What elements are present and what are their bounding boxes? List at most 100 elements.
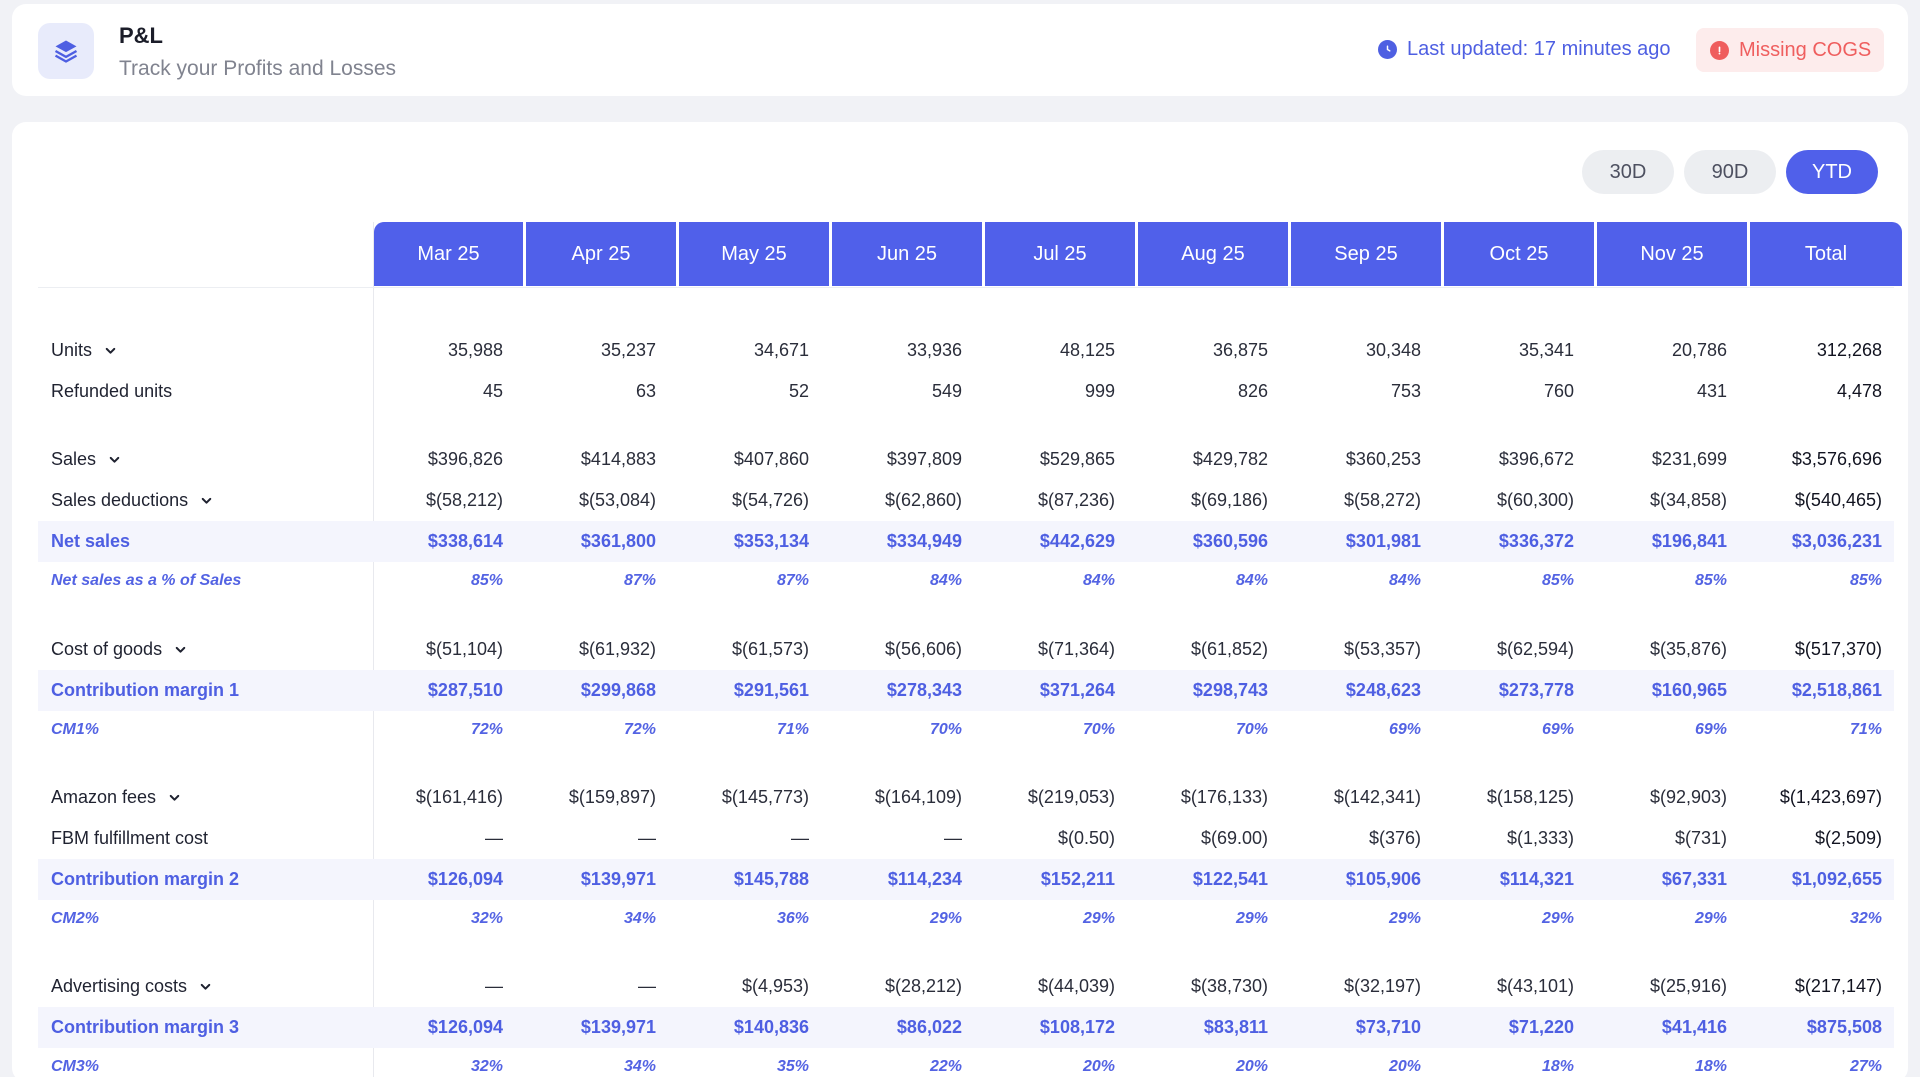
cell-apr-25: 35,237 <box>600 340 656 360</box>
cell-mar-25: — <box>485 828 503 848</box>
chevron-down-icon[interactable] <box>108 453 121 466</box>
cell-mar-25: $(161,416) <box>415 787 503 807</box>
period-30d-button[interactable]: 30D <box>1582 150 1674 194</box>
cell-nov-25: 20,786 <box>1671 340 1727 360</box>
cell-mar-25: $(58,212) <box>425 490 503 510</box>
missing-cogs-text: Missing COGS <box>1739 38 1872 61</box>
cell-jul-25: 20% <box>1082 1057 1115 1075</box>
column-header-total: Total <box>1750 222 1902 286</box>
row-label-text: Sales <box>51 449 97 469</box>
cell-nov-25: 431 <box>1696 381 1727 401</box>
cell-nov-25: $41,416 <box>1661 1017 1727 1037</box>
cell-apr-25: $299,868 <box>580 680 656 700</box>
cell-jun-25: $(164,109) <box>874 787 962 807</box>
row-amazon-fees[interactable]: Amazon fees $(161,416) $(159,897) $(145,773… <box>38 777 1894 818</box>
layers-icon <box>38 23 94 79</box>
row-advertising-costs[interactable]: Advertising costs — — $(4,953) $(28,212) $(44… <box>38 966 1894 1007</box>
row-cost-of-goods[interactable]: Cost of goods $(51,104) $(61,932) $(61,573)… <box>38 629 1894 670</box>
cell-nov-25: $(731) <box>1674 828 1727 848</box>
cell-nov-25: 85% <box>1694 571 1727 589</box>
cell-total: $1,092,655 <box>1791 869 1882 889</box>
column-header-oct-25: Oct 25 <box>1444 222 1594 286</box>
row-label[interactable]: Cost of goods <box>51 629 187 670</box>
cell-mar-25: 35,988 <box>447 340 503 360</box>
cell-aug-25: 826 <box>1237 381 1268 401</box>
cell-total: 85% <box>1849 571 1882 589</box>
row-sales[interactable]: Sales $396,826 $414,883 $407,860 $397,809 $52… <box>38 439 1894 480</box>
cell-may-25: $291,561 <box>733 680 809 700</box>
column-header-may-25: May 25 <box>679 222 829 286</box>
cell-jul-25: 48,125 <box>1059 340 1115 360</box>
cell-total: $(517,370) <box>1794 639 1882 659</box>
last-updated-text: Last updated: 17 minutes ago <box>1407 38 1671 60</box>
row-sales-deductions[interactable]: Sales deductions $(58,212) $(53,084) $(54,7… <box>38 480 1894 521</box>
cell-oct-25: $(158,125) <box>1486 787 1574 807</box>
chevron-down-icon[interactable] <box>168 791 181 804</box>
row-label[interactable]: Sales deductions <box>51 480 213 521</box>
cell-apr-25: $361,800 <box>580 531 656 551</box>
cell-jun-25: $(62,860) <box>884 490 962 510</box>
cell-total: $3,576,696 <box>1791 449 1882 469</box>
cell-oct-25: 85% <box>1541 571 1574 589</box>
cell-apr-25: 34% <box>623 909 656 927</box>
cell-may-25: $(145,773) <box>721 787 809 807</box>
row-label[interactable]: Advertising costs <box>51 966 212 1007</box>
cell-jul-25: $108,172 <box>1039 1017 1115 1037</box>
row-contribution-margin-1: Contribution margin 1 $287,510 $299,868 $29… <box>38 670 1894 711</box>
cell-mar-25: 32% <box>470 1057 503 1075</box>
row-units[interactable]: Units 35,988 35,237 34,671 33,936 48,125 36,87… <box>38 330 1894 371</box>
cell-aug-25: $360,596 <box>1192 531 1268 551</box>
cell-aug-25: 29% <box>1235 909 1268 927</box>
cell-aug-25: 70% <box>1235 720 1268 738</box>
period-ytd-button[interactable]: YTD <box>1786 150 1878 194</box>
cell-sep-25: $(142,341) <box>1333 787 1421 807</box>
period-90d-button[interactable]: 90D <box>1684 150 1776 194</box>
row-label[interactable]: Amazon fees <box>51 777 181 818</box>
chevron-down-icon[interactable] <box>200 494 213 507</box>
cell-mar-25: $(51,104) <box>425 639 503 659</box>
cell-jun-25: $(28,212) <box>884 976 962 996</box>
cell-nov-25: $(25,916) <box>1649 976 1727 996</box>
cell-jul-25: $(71,364) <box>1037 639 1115 659</box>
cell-may-25: 35% <box>776 1057 809 1075</box>
cell-oct-25: $336,372 <box>1498 531 1574 551</box>
cell-jul-25: 70% <box>1082 720 1115 738</box>
row-label[interactable]: Units <box>51 330 117 371</box>
cell-mar-25: 85% <box>470 571 503 589</box>
chevron-down-icon[interactable] <box>104 344 117 357</box>
cell-apr-25: 63 <box>635 381 656 401</box>
row-label[interactable]: Sales <box>51 439 121 480</box>
cell-sep-25: $73,710 <box>1355 1017 1421 1037</box>
cell-oct-25: $396,672 <box>1498 449 1574 469</box>
missing-cogs-badge[interactable]: Missing COGS <box>1696 28 1884 72</box>
cell-oct-25: $114,321 <box>1499 869 1574 889</box>
row-label: Net sales <box>51 521 130 562</box>
row-net-sales: Net sales $338,614 $361,800 $353,134 $334,94… <box>38 521 1894 562</box>
alert-icon <box>1710 40 1729 60</box>
cell-sep-25: $(58,272) <box>1343 490 1421 510</box>
row-contribution-margin-3: Contribution margin 3 $126,094 $139,971 $14… <box>38 1007 1894 1048</box>
cell-sep-25: $(376) <box>1368 828 1421 848</box>
cell-total: $(2,509) <box>1814 828 1882 848</box>
row-label-text: Sales deductions <box>51 490 189 510</box>
cell-mar-25: $396,826 <box>427 449 503 469</box>
cell-jul-25: $152,211 <box>1040 869 1115 889</box>
cell-apr-25: $(61,932) <box>578 639 656 659</box>
cell-oct-25: $(43,101) <box>1496 976 1574 996</box>
cell-oct-25: $71,220 <box>1508 1017 1574 1037</box>
cell-aug-25: $(61,852) <box>1190 639 1268 659</box>
cell-aug-25: $(69.00) <box>1200 828 1268 848</box>
chevron-down-icon[interactable] <box>174 643 187 656</box>
cell-nov-25: $(34,858) <box>1649 490 1727 510</box>
row-label-text: CM2% <box>51 909 100 927</box>
cell-aug-25: 20% <box>1235 1057 1268 1075</box>
cell-may-25: 87% <box>776 571 809 589</box>
cell-total: $(1,423,697) <box>1779 787 1882 807</box>
chevron-down-icon[interactable] <box>199 980 212 993</box>
cell-mar-25: 32% <box>470 909 503 927</box>
cell-sep-25: 20% <box>1388 1057 1421 1075</box>
cell-apr-25: 34% <box>623 1057 656 1075</box>
cell-oct-25: $273,778 <box>1498 680 1574 700</box>
cell-nov-25: $196,841 <box>1651 531 1727 551</box>
cell-jul-25: $(0.50) <box>1057 828 1115 848</box>
